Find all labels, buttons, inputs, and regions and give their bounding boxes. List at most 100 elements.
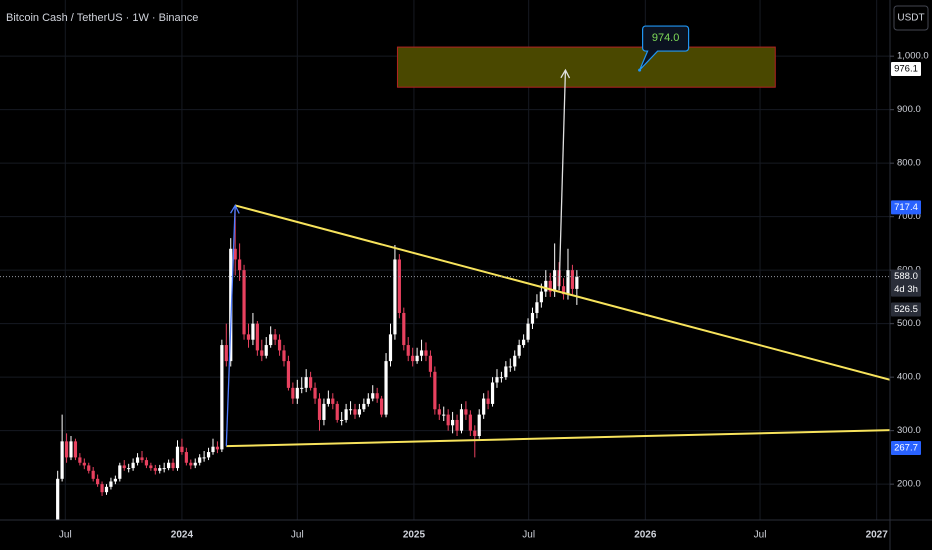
price-badge-label: 717.4: [894, 202, 918, 213]
candle-body: [482, 398, 486, 415]
candle-body: [459, 409, 464, 431]
x-tick-label: 2024: [171, 530, 194, 541]
candle-body: [362, 403, 366, 410]
candle-body: [477, 414, 481, 437]
candle-body: [184, 452, 188, 463]
candle-body: [388, 334, 393, 362]
price-badge-label: 588.0: [894, 271, 918, 282]
candle-body: [464, 409, 468, 415]
candle-body: [504, 366, 508, 378]
candle-body: [451, 419, 455, 426]
price-badge: [891, 269, 921, 297]
candle-body: [264, 345, 268, 356]
candle-body: [415, 355, 419, 362]
candle-body: [251, 323, 255, 340]
countdown-label: 4d 3h: [894, 284, 918, 295]
y-tick-label: 200.0: [897, 479, 921, 490]
candle-body: [468, 414, 472, 431]
candle-body: [513, 355, 517, 367]
candle-body: [149, 465, 153, 469]
candle-body: [242, 270, 246, 335]
y-tick-label: 700.0: [897, 211, 921, 222]
candle-body: [340, 419, 344, 421]
candle-body: [171, 462, 175, 469]
candle-body: [135, 457, 140, 463]
candle-body: [291, 387, 295, 399]
candle-body: [220, 345, 224, 450]
x-tick-label: Jul: [754, 530, 767, 541]
candle-body: [424, 350, 428, 356]
candle-body: [309, 377, 313, 388]
candle-body: [384, 361, 388, 415]
unit-label: USDT: [897, 13, 924, 24]
candle-body: [561, 286, 566, 295]
candle-body: [322, 403, 326, 420]
time-axis-panel: [0, 520, 890, 550]
candle-body: [344, 409, 348, 420]
price-badge: [891, 200, 921, 215]
candle-body: [64, 441, 69, 458]
candle-body: [455, 419, 459, 431]
x-tick-label: Jul: [59, 530, 72, 541]
candle-body: [317, 398, 322, 420]
candle-body: [202, 457, 206, 459]
candle-body: [539, 291, 543, 303]
x-tick-label: 2027: [866, 530, 889, 541]
candle-body: [158, 468, 162, 471]
candle-body: [393, 259, 397, 335]
price-badge-label: 526.5: [894, 304, 918, 315]
candle-body: [402, 312, 406, 346]
candle-body: [100, 484, 104, 493]
candle-body: [495, 377, 499, 383]
y-tick-label: 400.0: [897, 372, 921, 383]
candle-body: [109, 481, 113, 487]
candle-body: [375, 393, 379, 399]
candle-body: [167, 462, 171, 469]
price-badge: [891, 61, 921, 76]
candle-body: [570, 270, 575, 289]
candle-body: [73, 441, 78, 458]
x-tick-label: 2026: [634, 530, 657, 541]
trendline: [234, 204, 891, 381]
price-badge: [891, 302, 921, 317]
candle-body: [82, 462, 86, 466]
candle-body: [282, 350, 286, 362]
candle-body: [522, 339, 526, 346]
candle-body: [118, 465, 122, 479]
candle-body: [273, 334, 277, 340]
candle-body: [411, 355, 415, 362]
arrow: [225, 205, 236, 447]
candle-body: [238, 259, 242, 271]
candle-body: [566, 270, 570, 295]
candle-body: [313, 387, 317, 399]
candle-body: [127, 468, 131, 470]
candle-body: [162, 468, 166, 470]
candle-body: [60, 441, 64, 479]
candle-body: [548, 280, 552, 292]
candle-body: [486, 398, 490, 404]
candle-body: [544, 280, 548, 292]
y-tick-label: 300.0: [897, 425, 921, 436]
note-box: [639, 25, 690, 71]
candle-body: [260, 350, 264, 356]
candle-body: [269, 334, 273, 346]
candle-body: [442, 414, 446, 416]
axes: 200.0300.0400.0500.0600.0700.0800.0900.0…: [59, 51, 929, 541]
candle-body: [104, 486, 109, 493]
x-tick-label: Jul: [291, 530, 304, 541]
unit-box[interactable]: [893, 5, 929, 31]
candle-body: [428, 355, 433, 372]
candle-body: [300, 387, 304, 389]
price-badge-label: 976.1: [894, 63, 918, 74]
candle-body: [397, 259, 401, 313]
arrow-head: [230, 204, 240, 214]
candle-body: [406, 345, 410, 356]
candle-body: [348, 409, 353, 411]
candle-body: [193, 462, 197, 466]
candle-body: [380, 398, 384, 415]
candle-body: [144, 460, 149, 466]
trendline: [226, 429, 891, 448]
candle-body: [56, 478, 60, 532]
candle-body: [326, 398, 330, 404]
y-tick-label: 800.0: [897, 158, 921, 169]
